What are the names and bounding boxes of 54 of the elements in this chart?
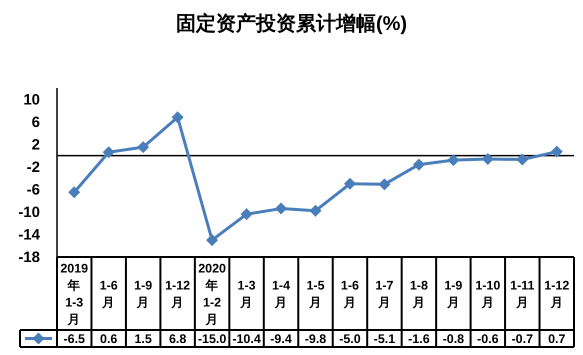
point (102, 146, 115, 158)
x-tick-label: 1-8月 (410, 278, 428, 310)
y-tick-label: 10 (23, 91, 40, 108)
data-label: -5.1 (374, 332, 396, 346)
data-label: -6.5 (63, 332, 86, 346)
data-label: -1.6 (408, 332, 430, 346)
point (516, 154, 528, 166)
data-label: -0.6 (477, 332, 499, 346)
data-label: -10.4 (232, 332, 261, 346)
point (447, 154, 460, 166)
data-label: -15.0 (198, 332, 226, 346)
x-tick-label: 1-11月 (510, 278, 535, 310)
point (310, 204, 322, 217)
point (344, 178, 356, 190)
point (550, 146, 563, 158)
point (240, 208, 253, 220)
x-tick-label: 1-6月 (340, 278, 360, 310)
x-tick-label: 1-6月 (100, 278, 118, 310)
point (137, 141, 150, 154)
x-tick-label: 1-7月 (375, 278, 394, 310)
data-label: 0.6 (100, 332, 118, 346)
data-label: 1.5 (134, 332, 152, 346)
x-tick-label: 1-12月 (165, 278, 190, 310)
x-tick-label: 1-9月 (444, 278, 462, 310)
chart-title: 固定资产投资累计增幅(%) (176, 12, 408, 35)
point (172, 111, 184, 124)
point (378, 178, 390, 190)
point (482, 152, 494, 165)
y-tick-label: -14 (18, 226, 41, 244)
x-tick-label: 1-4月 (272, 278, 290, 310)
x-tick-label: 1-9月 (134, 278, 152, 310)
data-label: -5.0 (339, 332, 361, 346)
data-label: 6.8 (168, 332, 186, 346)
data-label: -9.8 (304, 332, 326, 346)
y-tick-label: -18 (18, 249, 40, 266)
y-tick-label: -6 (26, 181, 40, 198)
x-tick-label: 1-3月 (238, 278, 256, 310)
point (206, 234, 218, 246)
data-label: -9.4 (270, 332, 292, 346)
x-tick-label: 1-12月 (544, 278, 570, 310)
x-tick-label: 2019年1-3月 (60, 262, 88, 326)
point (275, 202, 288, 215)
point (412, 158, 425, 171)
point (68, 186, 80, 198)
data-label: -0.7 (512, 332, 534, 346)
x-tick-label: 1-10月 (475, 278, 500, 310)
x-tick-label: 2020年1-2月 (198, 262, 226, 326)
data-label: -0.8 (442, 332, 464, 346)
y-tick-label: -2 (26, 158, 40, 176)
y-tick-label: 6 (32, 114, 40, 131)
data-label: 0.7 (548, 332, 566, 346)
y-tick-label: -10 (18, 204, 40, 221)
y-tick-label: 2 (32, 136, 40, 154)
x-tick-label: 1-5月 (306, 278, 325, 310)
